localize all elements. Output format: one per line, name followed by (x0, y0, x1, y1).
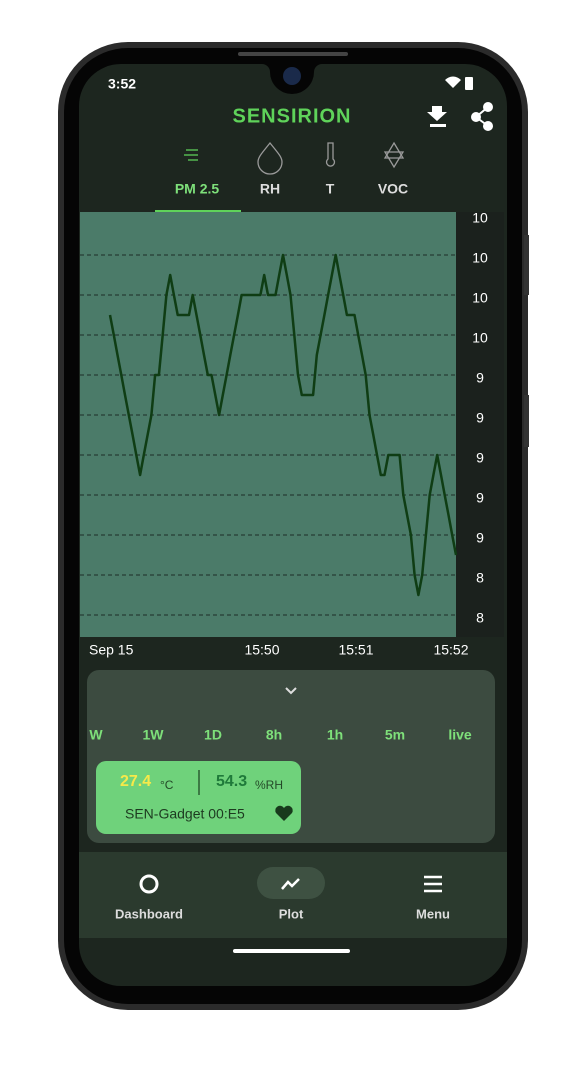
plot-icon (281, 878, 300, 890)
range-button[interactable]: 1D (204, 727, 222, 743)
x-tick-label: 15:50 (244, 642, 279, 658)
brand: SENSIRION (232, 105, 351, 127)
rh-icon (257, 141, 283, 175)
range-button[interactable]: W (89, 727, 103, 743)
temperature: 27.4 (120, 773, 151, 790)
plot-area (80, 212, 456, 637)
range-button[interactable]: 5m (385, 727, 405, 743)
camera (283, 67, 301, 85)
temperature-unit: °C (160, 778, 174, 792)
favorite-icon[interactable] (275, 805, 293, 821)
tab-indicator (155, 210, 241, 213)
home-indicator (233, 949, 350, 953)
y-tick-label: 9 (476, 530, 484, 546)
t-icon (325, 142, 336, 167)
pm-line (108, 253, 458, 597)
y-tick-label: 10 (472, 290, 488, 306)
voc-icon (383, 141, 405, 169)
x-tick-label: 15:51 (338, 642, 373, 658)
y-axis-panel (456, 212, 504, 637)
speaker (238, 52, 348, 56)
download-icon[interactable] (427, 106, 447, 127)
side-button (524, 235, 529, 295)
range-button[interactable]: 1W (143, 727, 165, 743)
menu-icon[interactable] (424, 875, 442, 893)
range-button[interactable]: live (448, 727, 472, 743)
wifi-icon (445, 76, 461, 88)
tab-label[interactable]: VOC (378, 181, 408, 197)
y-tick-label: 8 (476, 570, 484, 586)
tab-label[interactable]: T (326, 181, 335, 197)
pm-icon (184, 149, 198, 161)
plot: 10 10 10 10 9 9 9 9 9 8 8 Sep 15 15:50 15:51 15:52 (80, 210, 488, 658)
humidity-unit: %RH (255, 778, 283, 792)
plot-pill[interactable] (257, 867, 325, 899)
y-tick-label: 9 (476, 450, 484, 466)
y-tick-label: 10 (472, 250, 488, 266)
nav-label[interactable]: Plot (279, 906, 304, 921)
dashboard-icon[interactable] (139, 874, 159, 894)
tab-bar (155, 141, 405, 213)
humidity: 54.3 (216, 773, 247, 790)
x-tick-label: Sep 15 (89, 642, 134, 658)
y-tick-label: 9 (476, 410, 484, 426)
y-tick-label: 9 (476, 370, 484, 386)
device-name: SEN-Gadget 00:E5 (125, 806, 245, 822)
y-tick-label: 10 (472, 330, 488, 346)
y-tick-label: 8 (476, 610, 484, 626)
range-button[interactable]: 8h (266, 727, 282, 743)
nav-label[interactable]: Dashboard (115, 906, 183, 921)
nav-label[interactable]: Menu (416, 906, 450, 921)
side-button (524, 395, 529, 447)
status-time: 3:52 (108, 76, 136, 92)
x-tick-label: 15:52 (433, 642, 468, 658)
tab-label[interactable]: PM 2.5 (175, 181, 220, 197)
tab-label[interactable]: RH (260, 181, 280, 197)
range-button[interactable]: 1h (327, 727, 343, 743)
y-tick-label: 9 (476, 490, 484, 506)
expand-icon[interactable] (285, 687, 297, 695)
y-tick-label: 10 (472, 210, 488, 226)
device-card[interactable] (96, 761, 301, 834)
share-icon[interactable] (471, 102, 493, 131)
battery-icon (465, 77, 473, 90)
